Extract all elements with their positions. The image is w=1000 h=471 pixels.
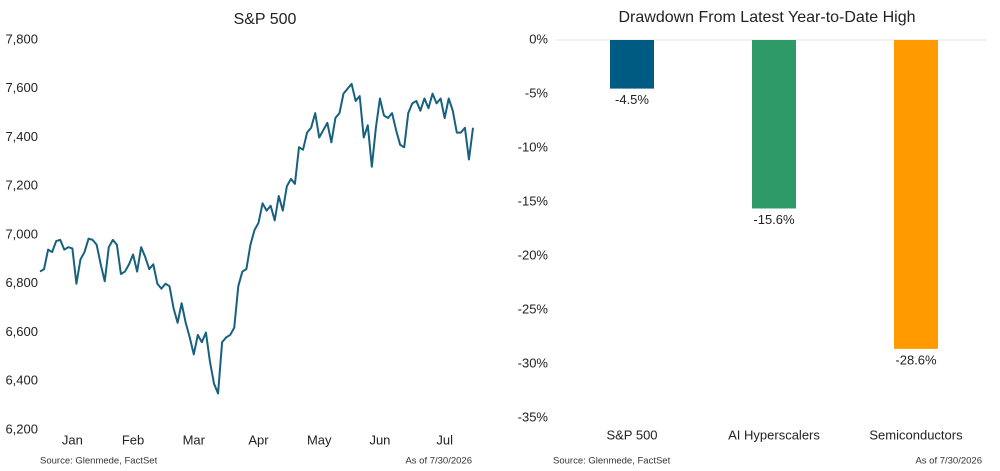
y-tick-label: -15% [518,193,549,208]
note: As of 7/30/2026 [405,456,472,467]
x-tick-label: Jun [369,432,390,447]
y-tick-label: 7,400 [5,129,38,144]
x-tick-label: Apr [248,432,269,447]
y-tick-label: 7,600 [5,80,38,95]
y-tick-label: 0% [529,31,548,46]
y-tick-label: 7,800 [5,31,38,46]
y-tick-label: 6,800 [5,275,38,290]
chart-title: Drawdown From Latest Year-to-Date High [618,9,915,26]
line-series [39,82,474,395]
y-tick-label: -35% [518,409,549,424]
value-label: -28.6% [895,352,937,367]
x-tick-label: AI Hyperscalers [728,427,820,442]
value-label: -4.5% [615,92,649,107]
source: Source: Glenmede, FactSet [553,456,671,467]
x-tick-label: May [307,432,332,447]
bar [610,40,654,89]
y-tick-label: 6,200 [5,421,38,436]
y-tick-label: -30% [518,355,549,370]
x-tick-label: Jan [62,432,83,447]
y-tick-label: -10% [518,139,549,154]
chart-title: S&P 500 [234,11,297,28]
bar [894,40,938,349]
bar [752,40,796,209]
y-tick-label: -20% [518,247,549,262]
note: As of 7/30/2026 [915,456,982,467]
x-tick-label: Feb [122,432,144,447]
x-tick-label: S&P 500 [606,427,657,442]
y-tick-label: 6,400 [5,373,38,388]
x-tick-label: Jul [436,432,453,447]
y-tick-label: 7,200 [5,178,38,193]
value-label: -15.6% [753,212,795,227]
y-tick-label: 6,600 [5,324,38,339]
y-tick-label: -25% [518,301,549,316]
y-tick-label: 7,000 [5,226,38,241]
source: Source: Glenmede, FactSet [40,456,158,467]
y-tick-label: -5% [525,85,549,100]
x-tick-label: Mar [183,432,206,447]
x-tick-label: Semiconductors [869,427,963,442]
